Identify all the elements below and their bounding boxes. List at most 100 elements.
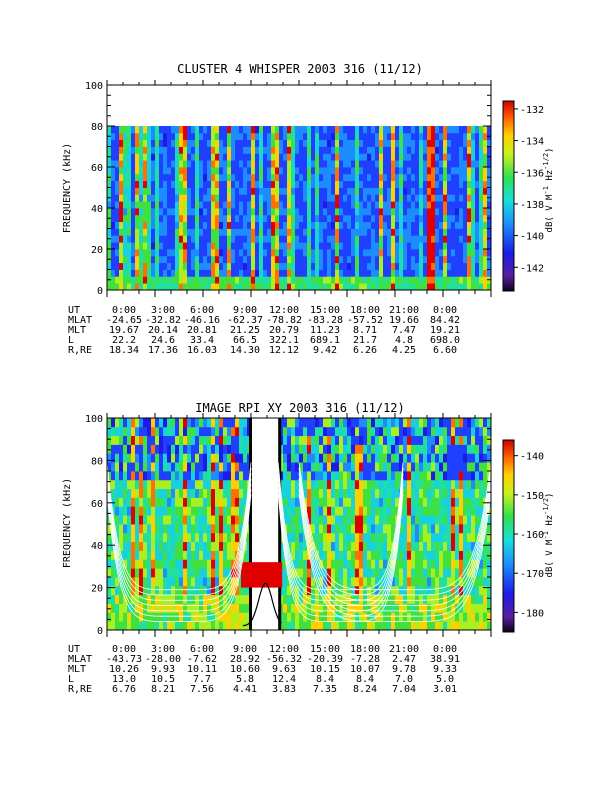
spectrogram-cell <box>415 594 420 604</box>
spectrogram-cell <box>243 160 248 168</box>
spectrogram-cell <box>163 550 168 560</box>
spectrogram-cell <box>171 506 176 516</box>
spectrogram-cell <box>203 479 208 490</box>
spectrogram-cell <box>223 612 228 622</box>
spectrogram-cell <box>451 435 456 445</box>
spectrogram-cell <box>263 146 268 154</box>
spectrogram-cell <box>379 621 384 631</box>
spectrogram-cell <box>479 173 484 182</box>
spectrogram-cell <box>195 283 200 291</box>
spectrogram-cell <box>107 167 112 175</box>
spectrogram-cell <box>387 126 392 134</box>
spectrogram-cell <box>127 524 132 534</box>
spectrogram-cell <box>199 550 204 560</box>
spectrogram-cell <box>203 249 208 257</box>
spectrogram-cell <box>179 524 184 534</box>
spectrogram-cell <box>235 453 240 463</box>
spectrogram-cell <box>319 479 324 490</box>
spectrogram-cell <box>431 471 436 481</box>
spectrogram-cell <box>131 228 136 236</box>
spectrogram-cell <box>115 235 120 243</box>
spectrogram-cell <box>335 132 340 141</box>
spectrogram-cell <box>259 208 264 216</box>
spectrogram-cell <box>295 453 300 463</box>
orbit-cell: 16.03 <box>187 345 217 356</box>
plasma-curve <box>106 494 252 622</box>
spectrogram-cell <box>131 621 136 631</box>
spectrogram-cell <box>487 568 492 578</box>
spectrogram-cell <box>435 187 440 195</box>
spectrogram-cell <box>159 201 164 209</box>
spectrogram-cell <box>139 453 144 463</box>
spectrogram-cell <box>211 568 216 578</box>
spectrogram-cell <box>219 283 224 291</box>
spectrogram-cell <box>299 453 304 463</box>
spectrogram-cell <box>111 612 116 622</box>
spectrogram-cell <box>239 488 244 498</box>
spectrogram-cell <box>195 612 200 622</box>
spectrogram-cell <box>187 167 192 175</box>
spectrogram-cell <box>171 173 176 182</box>
spectrogram-cell <box>199 187 204 195</box>
spectrogram-cell <box>339 242 344 250</box>
spectrogram-cell <box>307 568 312 578</box>
spectrogram-cell <box>315 262 320 270</box>
spectrogram-cell <box>331 612 336 622</box>
spectrogram-cell <box>215 126 220 134</box>
spectrogram-cell <box>235 462 240 472</box>
spectrogram-cell <box>191 506 196 516</box>
spectrogram-cell <box>219 228 224 236</box>
spectrogram-cell <box>411 228 416 236</box>
spectrogram-cell <box>351 139 356 147</box>
spectrogram-cell <box>359 242 364 250</box>
spectrogram-cell <box>243 497 248 507</box>
spectrogram-cell <box>167 160 172 168</box>
spectrogram-cell <box>199 506 204 516</box>
spectrogram-cell <box>315 167 320 175</box>
orbit-cell: 10.5 <box>151 674 175 685</box>
spectrogram-cell <box>487 201 492 209</box>
spectrogram-cell <box>127 228 132 236</box>
spectrogram-cell <box>451 242 456 250</box>
spectrogram-cell <box>167 139 172 147</box>
spectrogram-cell <box>311 132 316 141</box>
spectrogram-cell <box>291 255 296 264</box>
spectrogram-cell <box>135 435 140 445</box>
spectrogram-cell <box>331 194 336 202</box>
spectrogram-cell <box>359 612 364 622</box>
spectrogram-cell <box>259 214 264 223</box>
spectrogram-cell <box>483 568 488 578</box>
spectrogram-cell <box>219 594 224 604</box>
spectrogram-cell <box>391 435 396 445</box>
spectrogram-cell <box>411 249 416 257</box>
spectrogram-cell <box>107 126 112 134</box>
spectrogram-cell <box>155 262 160 270</box>
spectrogram-cell <box>147 249 152 257</box>
spectrogram-cell <box>471 435 476 445</box>
spectrogram-cell <box>311 524 316 534</box>
y-tick-label: 0 <box>97 626 103 637</box>
spectrogram-cell <box>307 585 312 596</box>
spectrogram-cell <box>347 524 352 534</box>
spectrogram-cell <box>391 228 396 236</box>
spectrogram-cell <box>363 603 368 613</box>
spectrogram-cell <box>339 208 344 216</box>
spectrogram-cell <box>135 276 140 284</box>
spectrogram-cell <box>307 194 312 202</box>
spectrogram-cell <box>111 249 116 257</box>
spectrogram-cell <box>399 444 404 454</box>
spectrogram-cell <box>275 262 280 270</box>
spectrogram-cell <box>231 228 236 236</box>
spectrogram-cell <box>359 194 364 202</box>
spectrogram-cell <box>451 214 456 223</box>
spectrogram-cell <box>451 621 456 631</box>
spectrogram-cell <box>247 187 252 195</box>
spectrogram-cell <box>447 603 452 613</box>
spectrogram-cell <box>251 173 256 182</box>
spectrogram-cell <box>463 214 468 223</box>
orbit-cell: 3:00 <box>151 305 175 316</box>
spectrogram-cell <box>207 559 212 569</box>
spectrogram-cell <box>235 194 240 202</box>
spectrogram-cell <box>367 153 372 161</box>
spectrogram-cell <box>239 524 244 534</box>
